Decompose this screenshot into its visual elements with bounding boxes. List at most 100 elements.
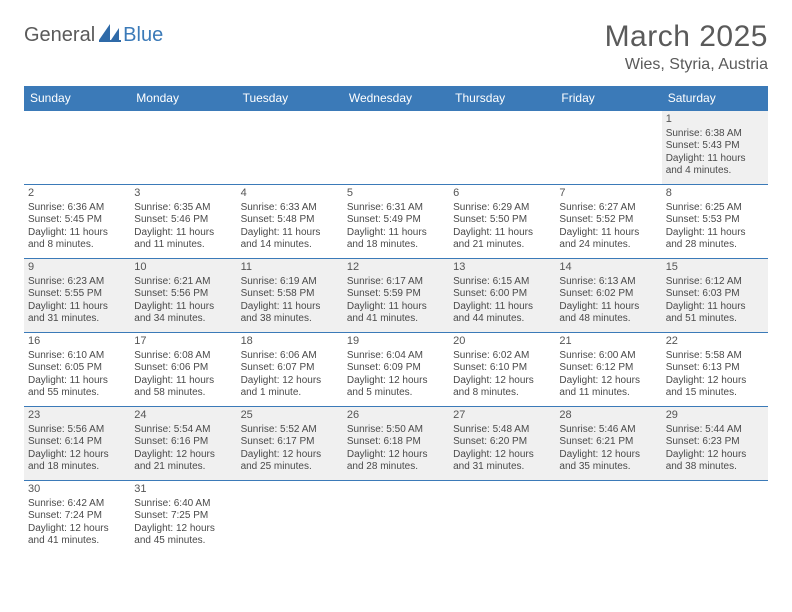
sunrise-text: Sunrise: 6:27 AM [559, 202, 657, 215]
sunset-text: Sunset: 6:09 PM [347, 362, 445, 375]
logo-text-blue: Blue [123, 24, 163, 47]
calendar-cell: 5Sunrise: 6:31 AMSunset: 5:49 PMDaylight… [343, 185, 449, 259]
daylight-text: and 41 minutes. [28, 535, 126, 548]
calendar-cell: 18Sunrise: 6:06 AMSunset: 6:07 PMDayligh… [237, 333, 343, 407]
sunset-text: Sunset: 6:02 PM [559, 288, 657, 301]
daylight-text: and 18 minutes. [28, 461, 126, 474]
calendar-row: 30Sunrise: 6:42 AMSunset: 7:24 PMDayligh… [24, 481, 768, 555]
daylight-text: and 5 minutes. [347, 387, 445, 400]
daylight-text: Daylight: 12 hours [559, 449, 657, 462]
daylight-text: Daylight: 11 hours [453, 301, 551, 314]
daylight-text: Daylight: 11 hours [28, 301, 126, 314]
daylight-text: and 55 minutes. [28, 387, 126, 400]
sunrise-text: Sunrise: 6:04 AM [347, 350, 445, 363]
day-number: 16 [28, 335, 126, 349]
sunset-text: Sunset: 5:56 PM [134, 288, 232, 301]
day-header: Sunday [24, 86, 130, 111]
sunrise-text: Sunrise: 5:52 AM [241, 424, 339, 437]
sunrise-text: Sunrise: 6:29 AM [453, 202, 551, 215]
sunrise-text: Sunrise: 6:40 AM [134, 498, 232, 511]
day-number: 9 [28, 261, 126, 275]
sunset-text: Sunset: 5:46 PM [134, 214, 232, 227]
sunrise-text: Sunrise: 6:31 AM [347, 202, 445, 215]
day-number: 30 [28, 483, 126, 497]
calendar-cell: 28Sunrise: 5:46 AMSunset: 6:21 PMDayligh… [555, 407, 661, 481]
daylight-text: and 28 minutes. [347, 461, 445, 474]
daylight-text: Daylight: 12 hours [134, 449, 232, 462]
calendar-cell: 24Sunrise: 5:54 AMSunset: 6:16 PMDayligh… [130, 407, 236, 481]
sunrise-text: Sunrise: 6:42 AM [28, 498, 126, 511]
sunset-text: Sunset: 6:21 PM [559, 436, 657, 449]
calendar-cell [343, 481, 449, 555]
sunset-text: Sunset: 6:23 PM [666, 436, 764, 449]
day-number: 7 [559, 187, 657, 201]
daylight-text: Daylight: 11 hours [241, 301, 339, 314]
daylight-text: Daylight: 11 hours [241, 227, 339, 240]
calendar-row: 9Sunrise: 6:23 AMSunset: 5:55 PMDaylight… [24, 259, 768, 333]
calendar-cell [555, 111, 661, 185]
daylight-text: and 1 minute. [241, 387, 339, 400]
sunset-text: Sunset: 6:18 PM [347, 436, 445, 449]
calendar-row: 16Sunrise: 6:10 AMSunset: 6:05 PMDayligh… [24, 333, 768, 407]
sunrise-text: Sunrise: 5:44 AM [666, 424, 764, 437]
calendar-cell: 4Sunrise: 6:33 AMSunset: 5:48 PMDaylight… [237, 185, 343, 259]
sunrise-text: Sunrise: 6:06 AM [241, 350, 339, 363]
calendar-row: 2Sunrise: 6:36 AMSunset: 5:45 PMDaylight… [24, 185, 768, 259]
sunrise-text: Sunrise: 6:17 AM [347, 276, 445, 289]
sunrise-text: Sunrise: 5:46 AM [559, 424, 657, 437]
calendar-cell: 27Sunrise: 5:48 AMSunset: 6:20 PMDayligh… [449, 407, 555, 481]
sunset-text: Sunset: 6:20 PM [453, 436, 551, 449]
daylight-text: and 4 minutes. [666, 165, 764, 178]
sunset-text: Sunset: 6:06 PM [134, 362, 232, 375]
daylight-text: and 51 minutes. [666, 313, 764, 326]
sunrise-text: Sunrise: 6:08 AM [134, 350, 232, 363]
day-number: 19 [347, 335, 445, 349]
sunset-text: Sunset: 6:05 PM [28, 362, 126, 375]
sunset-text: Sunset: 6:13 PM [666, 362, 764, 375]
calendar-cell: 29Sunrise: 5:44 AMSunset: 6:23 PMDayligh… [662, 407, 768, 481]
sunset-text: Sunset: 5:58 PM [241, 288, 339, 301]
calendar-cell [449, 111, 555, 185]
day-header-row: Sunday Monday Tuesday Wednesday Thursday… [24, 86, 768, 111]
daylight-text: and 28 minutes. [666, 239, 764, 252]
sunset-text: Sunset: 5:50 PM [453, 214, 551, 227]
day-number: 22 [666, 335, 764, 349]
calendar-cell: 6Sunrise: 6:29 AMSunset: 5:50 PMDaylight… [449, 185, 555, 259]
sunrise-text: Sunrise: 6:19 AM [241, 276, 339, 289]
calendar-cell: 30Sunrise: 6:42 AMSunset: 7:24 PMDayligh… [24, 481, 130, 555]
calendar-row: 1Sunrise: 6:38 AMSunset: 5:43 PMDaylight… [24, 111, 768, 185]
day-number: 20 [453, 335, 551, 349]
location: Wies, Styria, Austria [605, 56, 768, 74]
calendar-cell: 11Sunrise: 6:19 AMSunset: 5:58 PMDayligh… [237, 259, 343, 333]
daylight-text: and 34 minutes. [134, 313, 232, 326]
daylight-text: Daylight: 12 hours [241, 449, 339, 462]
sunset-text: Sunset: 7:25 PM [134, 510, 232, 523]
day-number: 21 [559, 335, 657, 349]
calendar-cell: 15Sunrise: 6:12 AMSunset: 6:03 PMDayligh… [662, 259, 768, 333]
sunrise-text: Sunrise: 6:15 AM [453, 276, 551, 289]
daylight-text: Daylight: 11 hours [559, 301, 657, 314]
daylight-text: and 15 minutes. [666, 387, 764, 400]
day-header: Friday [555, 86, 661, 111]
day-number: 14 [559, 261, 657, 275]
day-number: 26 [347, 409, 445, 423]
calendar-cell: 25Sunrise: 5:52 AMSunset: 6:17 PMDayligh… [237, 407, 343, 481]
day-header: Wednesday [343, 86, 449, 111]
title-block: March 2025 Wies, Styria, Austria [605, 20, 768, 74]
daylight-text: Daylight: 11 hours [134, 301, 232, 314]
logo-text-general: General [24, 24, 95, 47]
daylight-text: Daylight: 11 hours [134, 227, 232, 240]
daylight-text: Daylight: 12 hours [134, 523, 232, 536]
daylight-text: Daylight: 12 hours [347, 449, 445, 462]
sunset-text: Sunset: 6:10 PM [453, 362, 551, 375]
calendar-cell: 17Sunrise: 6:08 AMSunset: 6:06 PMDayligh… [130, 333, 236, 407]
daylight-text: Daylight: 12 hours [453, 449, 551, 462]
day-number: 15 [666, 261, 764, 275]
day-number: 13 [453, 261, 551, 275]
sunrise-text: Sunrise: 6:36 AM [28, 202, 126, 215]
day-number: 8 [666, 187, 764, 201]
day-number: 12 [347, 261, 445, 275]
sunset-text: Sunset: 6:14 PM [28, 436, 126, 449]
sunrise-text: Sunrise: 6:00 AM [559, 350, 657, 363]
day-number: 17 [134, 335, 232, 349]
